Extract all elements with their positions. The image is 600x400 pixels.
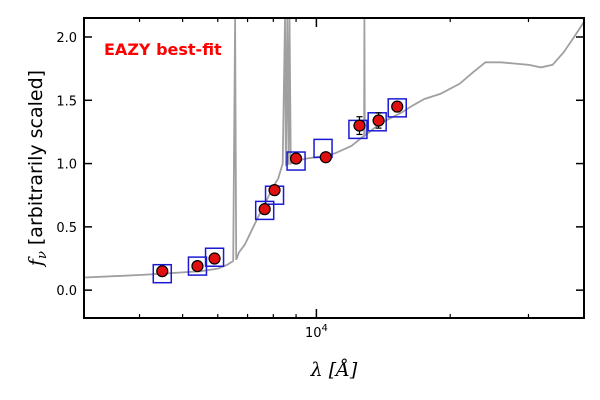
model-flux-box (254, 200, 275, 221)
y-tick-label: 2.0 (56, 31, 77, 46)
y-axis-label: fν [arbitrarily scaled] (25, 70, 50, 268)
y-tick-label: 0.0 (56, 284, 77, 299)
plot-frame (83, 17, 585, 319)
x-axis-label: λ [Å] (310, 359, 358, 381)
observed-flux-point (156, 265, 169, 278)
observed-flux-point (191, 260, 204, 273)
model-flux-box (204, 247, 225, 267)
observed-flux-point (353, 119, 366, 132)
model-flux-box (152, 263, 173, 284)
observed-flux-point (391, 100, 404, 113)
x-tick-label: 104 (305, 323, 328, 341)
model-flux-box (286, 151, 306, 171)
observed-flux-point (289, 152, 303, 165)
y-tick-label: 1.0 (56, 158, 77, 173)
observed-flux-point (258, 203, 271, 216)
observed-flux-point (208, 252, 221, 265)
y-tick-label: 1.5 (56, 94, 77, 109)
observed-flux-point (268, 184, 281, 197)
observed-flux-point (319, 151, 332, 164)
observed-flux-point (372, 114, 385, 127)
plot-area (84, 18, 584, 284)
y-tick-label: 0.5 (56, 221, 77, 236)
annotation-label: EAZY best-fit (104, 40, 222, 59)
axis-ticks: 0.0 0.5 1.0 1.5 2.0 104 (56, 18, 585, 341)
model-flux-box (387, 98, 407, 118)
